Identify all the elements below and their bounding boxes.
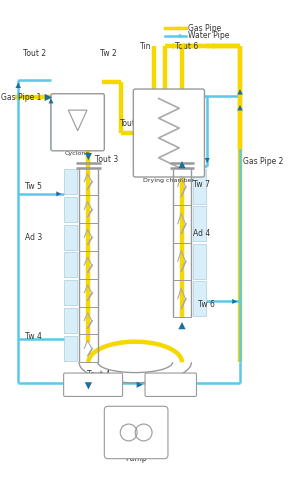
Text: Tin: Tin (140, 42, 151, 50)
Bar (64, 336, 77, 361)
Text: Ad2: Ad2 (73, 116, 85, 121)
Bar (64, 169, 77, 194)
Bar (193, 282, 206, 316)
Text: Ad 3: Ad 3 (25, 234, 42, 242)
Bar (193, 244, 206, 278)
Text: Tout 4: Tout 4 (88, 370, 111, 379)
Text: Tout 3: Tout 3 (95, 154, 118, 164)
Text: Pump: Pump (125, 454, 147, 463)
Bar (193, 206, 206, 241)
FancyBboxPatch shape (51, 94, 104, 151)
Text: Tout: Tout (120, 119, 136, 128)
Text: Tout 2: Tout 2 (23, 49, 46, 58)
Text: Gas Pipe 2: Gas Pipe 2 (243, 156, 283, 166)
Text: Gas Pipe 1: Gas Pipe 1 (1, 93, 42, 102)
Text: Tw 4: Tw 4 (25, 332, 42, 340)
Bar (64, 252, 77, 278)
Text: Cyclone: Cyclone (65, 151, 90, 156)
Text: Tout 5: Tout 5 (147, 154, 170, 164)
FancyBboxPatch shape (133, 89, 204, 177)
Text: Ad 4: Ad 4 (193, 228, 210, 237)
Text: Drying chamber: Drying chamber (143, 178, 194, 184)
FancyBboxPatch shape (145, 373, 197, 396)
Bar (64, 197, 77, 222)
Text: Tout 6: Tout 6 (175, 42, 198, 50)
Bar (64, 308, 77, 333)
Text: Tw 2: Tw 2 (100, 49, 116, 58)
Text: Condenser: Condenser (75, 382, 111, 388)
Bar (193, 169, 206, 203)
Text: Ad1: Ad1 (147, 112, 160, 117)
FancyBboxPatch shape (104, 406, 168, 459)
Text: Water Pipe: Water Pipe (188, 31, 229, 40)
Text: Tw 7: Tw 7 (193, 180, 210, 189)
Text: Tw 6: Tw 6 (198, 300, 215, 309)
Bar (64, 280, 77, 305)
Text: Tw 5: Tw 5 (25, 182, 42, 191)
Text: Reheater: Reheater (155, 382, 186, 388)
Bar (64, 224, 77, 250)
Text: Gas Pipe: Gas Pipe (188, 24, 221, 32)
FancyBboxPatch shape (64, 373, 123, 396)
